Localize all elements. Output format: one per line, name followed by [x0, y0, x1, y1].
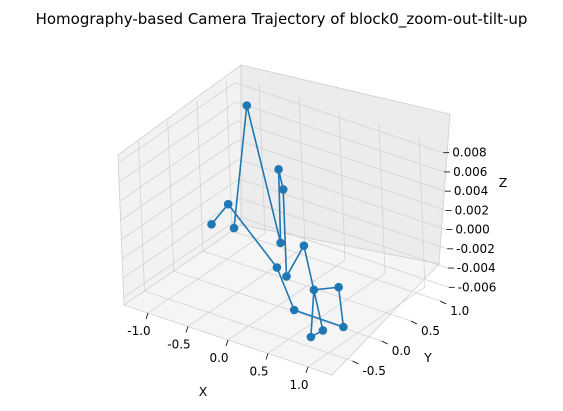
gridlines — [118, 80, 449, 368]
y-tick — [352, 360, 359, 365]
chart-title: Homography-based Camera Trajectory of bl… — [36, 10, 528, 29]
y-gridline-wall — [138, 140, 145, 292]
trajectory-point — [278, 185, 288, 194]
x-tick-label: 0.0 — [209, 351, 228, 365]
z-tick-label: 0.000 — [455, 223, 489, 237]
x-tick — [305, 366, 309, 374]
trajectory-point — [242, 101, 252, 110]
x-tick-label: -0.5 — [167, 338, 190, 352]
trajectory-line — [210, 105, 345, 339]
z-gridline-left — [122, 197, 241, 279]
trajectory-point — [274, 165, 283, 174]
z-gridline-right — [239, 178, 448, 250]
pane-floor — [123, 224, 440, 376]
trajectory-point — [306, 332, 316, 342]
z-gridline-right — [236, 120, 445, 192]
x-tick-label: 0.5 — [249, 364, 268, 378]
z-gridline-left — [118, 82, 236, 164]
x-gridline-wall — [298, 96, 306, 247]
trajectory-point — [207, 220, 216, 229]
y-gridline-floor — [232, 230, 441, 302]
y-gridline-wall — [167, 120, 175, 272]
x-gridline-wall — [338, 109, 346, 261]
y-gridline-wall — [196, 100, 204, 252]
x-gridline-wall — [258, 83, 266, 234]
x-gridline-floor — [267, 273, 386, 354]
y-axis-label: Y — [423, 350, 432, 365]
trajectory-points — [207, 101, 348, 342]
x-tick — [185, 326, 189, 333]
y-tick-label: 0.5 — [421, 324, 440, 338]
z-gridline-right — [235, 82, 444, 154]
y-gridline-floor — [173, 270, 382, 342]
z-gridline-left — [119, 120, 238, 202]
z-tick-label: -0.004 — [457, 261, 496, 275]
y-tick-label: -0.5 — [362, 364, 385, 378]
z-gridline-right — [240, 216, 449, 288]
tick-marks — [145, 152, 455, 374]
trajectory-point — [282, 272, 291, 281]
z-gridline-right — [235, 101, 445, 173]
z-tick-label: -0.002 — [456, 242, 495, 256]
y-tick — [410, 320, 418, 325]
x-tick — [265, 353, 269, 360]
z-gridline-left — [121, 178, 240, 260]
trajectory-point — [309, 285, 319, 295]
z-tick-label: 0.004 — [454, 184, 488, 198]
tick-labels: -1.0 -0.5 0.0 0.5 1.0 -0.5 0.0 0.5 1.0 -0.006 -0.0… — [127, 146, 496, 392]
trajectory-point — [318, 326, 328, 335]
z-tick-label: 0.002 — [455, 203, 489, 217]
z-gridline-right — [238, 159, 447, 230]
trajectory-point — [299, 241, 309, 250]
x-tick — [145, 312, 149, 320]
y-tick-label: 1.0 — [450, 304, 469, 318]
z-gridline-left — [120, 140, 238, 221]
z-gridline-left — [123, 216, 241, 298]
z-gridline-left — [118, 101, 237, 183]
z-gridline-right — [239, 197, 449, 269]
trajectory-point — [334, 282, 343, 292]
trajectory-point — [272, 263, 282, 272]
x-tick — [225, 339, 229, 347]
x-axis-label: X — [199, 384, 208, 399]
y-gridline-floor — [202, 250, 412, 322]
y-gridline-floor — [144, 290, 353, 362]
x-gridline-wall — [418, 136, 426, 287]
z-tick-label: -0.006 — [458, 280, 497, 294]
x-gridline-floor — [227, 259, 346, 341]
trajectory-point — [276, 238, 285, 248]
z-tick-label: 0.008 — [452, 146, 486, 160]
trajectory-point — [289, 305, 299, 315]
z-gridline-right — [237, 140, 446, 211]
x-gridline-floor — [307, 286, 426, 368]
y-tick-label: 0.0 — [392, 344, 411, 358]
x-tick-label: -1.0 — [127, 324, 150, 338]
y-tick — [440, 300, 447, 305]
x-gridline-floor — [147, 232, 266, 314]
trajectory-point — [223, 199, 233, 209]
y-tick — [381, 340, 388, 345]
trajectory-point — [229, 223, 239, 233]
z-gridline-left — [121, 159, 239, 240]
trajectory-point — [339, 322, 348, 332]
x-gridline-wall — [378, 123, 386, 274]
x-tick-label: 1.0 — [289, 378, 308, 392]
z-axis-label: Z — [499, 175, 508, 190]
z-tick-label: 0.006 — [453, 165, 487, 179]
